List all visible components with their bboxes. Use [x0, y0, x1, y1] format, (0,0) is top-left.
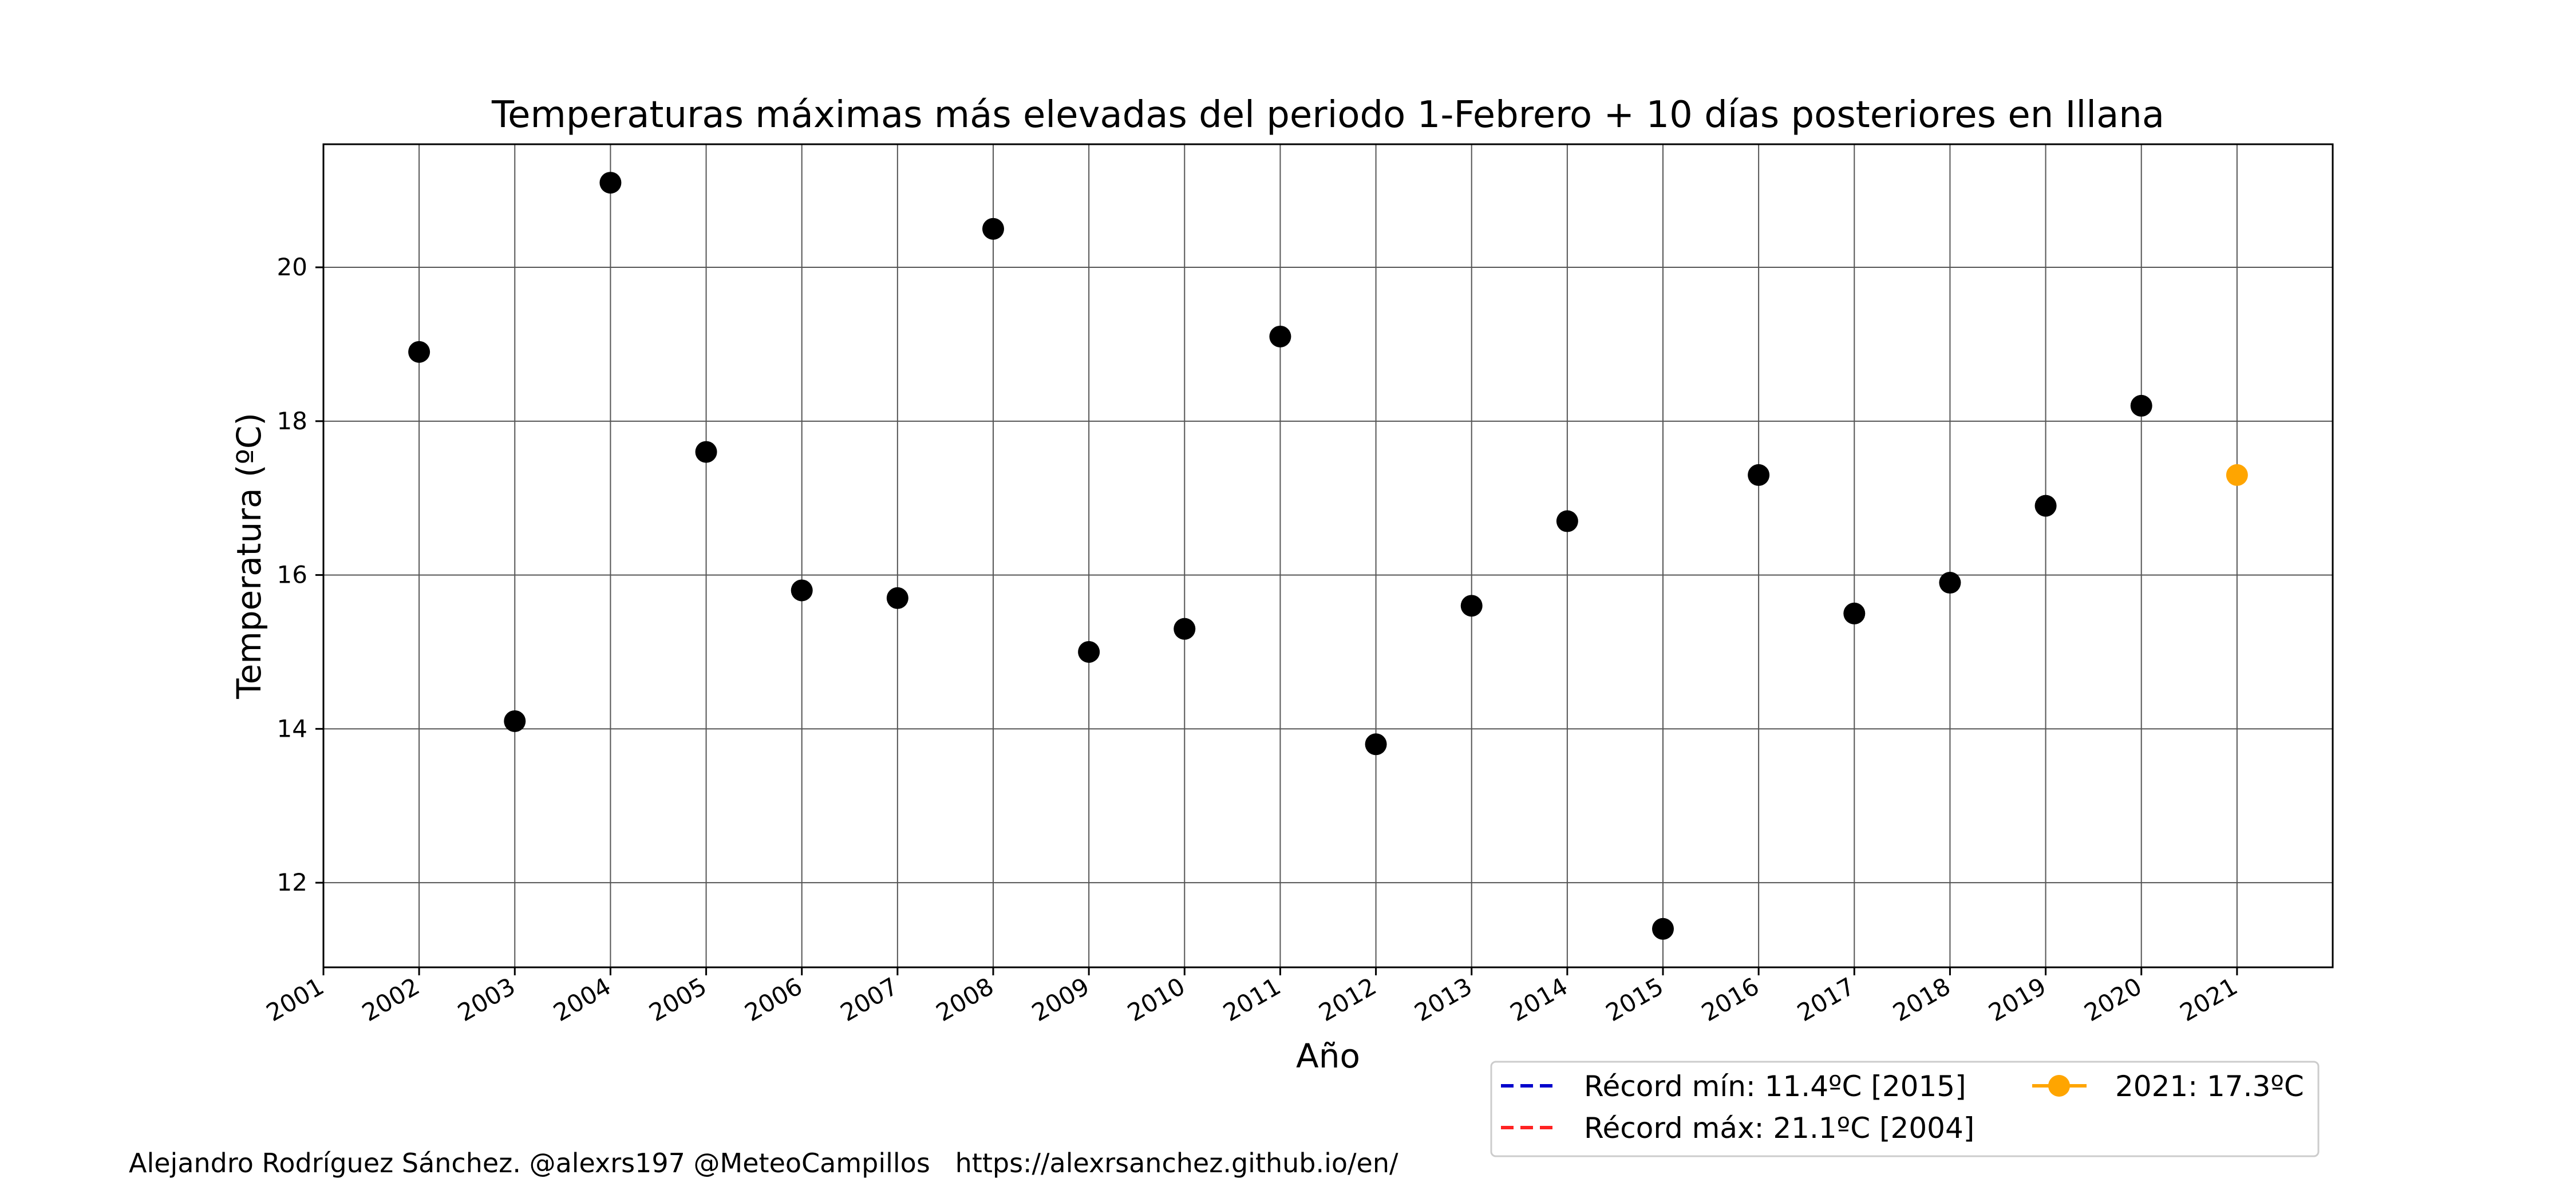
legend-marker	[2048, 1075, 2070, 1097]
x-tick-label: 2011	[1218, 972, 1285, 1027]
data-point	[1460, 595, 1483, 617]
x-tick-label: 2013	[1410, 972, 1477, 1027]
data-point	[599, 172, 622, 194]
x-tick-label: 2006	[740, 972, 807, 1027]
y-tick-label: 20	[277, 253, 307, 281]
x-tick-label: 2005	[645, 972, 712, 1027]
x-tick-label: 2001	[262, 972, 329, 1027]
x-tick-label: 2010	[1123, 972, 1190, 1027]
data-point	[504, 710, 526, 732]
data-point	[1939, 572, 1961, 594]
x-tick-label: 2020	[2080, 972, 2147, 1027]
x-tick-label: 2012	[1314, 972, 1381, 1027]
chart-title: Temperaturas máximas más elevadas del pe…	[491, 94, 2164, 136]
legend-entry: Récord mín: 11.4ºC [2015]	[1501, 1070, 1966, 1103]
data-point	[2034, 495, 2057, 517]
data-point	[1652, 918, 1674, 940]
data-point	[1174, 618, 1196, 640]
x-tick-label: 2009	[1027, 972, 1094, 1027]
data-point	[1365, 733, 1387, 756]
x-tick-label: 2008	[931, 972, 998, 1027]
y-axis-label: Temperatura (ºC)	[230, 413, 268, 699]
y-tick-label: 18	[277, 407, 307, 435]
data-point	[982, 218, 1004, 240]
footer-credit: Alejandro Rodríguez Sánchez. @alexrs197 …	[129, 1148, 1398, 1179]
x-tick-label: 2015	[1601, 972, 1668, 1027]
data-point	[408, 341, 430, 363]
x-tick-label: 2016	[1697, 972, 1764, 1027]
legend-label: 2021: 17.3ºC	[2115, 1070, 2304, 1103]
y-tick-label: 14	[277, 714, 307, 742]
legend-entry: Récord máx: 21.1ºC [2004]	[1501, 1112, 1974, 1145]
data-point	[886, 587, 908, 609]
x-tick-label: 2004	[548, 972, 615, 1027]
x-tick-label: 2007	[836, 972, 903, 1027]
data-point	[2130, 394, 2152, 417]
legend: Récord mín: 11.4ºC [2015] Récord máx: 21.…	[1490, 1061, 2320, 1157]
data-point	[1556, 510, 1578, 532]
data-point	[1078, 640, 1100, 663]
legend-label: Récord máx: 21.1ºC [2004]	[1584, 1112, 1974, 1145]
x-tick-label: 2003	[453, 972, 520, 1027]
data-point	[1748, 464, 1770, 486]
plot-frame	[322, 143, 2334, 968]
x-tick-label: 2002	[357, 972, 424, 1027]
x-tick-label: 2017	[1792, 972, 1859, 1027]
x-axis-label: Año	[1296, 1037, 1360, 1076]
data-point	[791, 579, 813, 602]
y-tick-label: 12	[277, 868, 307, 896]
y-axis-ticks: 12 14 16 18 20	[277, 253, 323, 896]
legend-entries: Récord mín: 11.4ºC [2015] Récord máx: 21.…	[1501, 1070, 2304, 1145]
x-tick-label: 2018	[1888, 972, 1955, 1027]
data-point	[1269, 325, 1291, 347]
x-tick-label: 2021	[2175, 972, 2242, 1027]
x-axis-ticks: 2001 2002 2003 2004 2005 2006 2007 2008 2009 2010…	[262, 967, 2242, 1027]
legend-entry: 2021: 17.3ºC	[2032, 1070, 2304, 1103]
x-tick-label: 2014	[1506, 972, 1573, 1027]
x-tick-label: 2019	[1984, 972, 2051, 1027]
data-point	[695, 441, 717, 463]
legend-label: Récord mín: 11.4ºC [2015]	[1584, 1070, 1966, 1103]
data-point-2021	[2226, 464, 2248, 486]
data-points	[408, 172, 2248, 940]
data-point	[1843, 602, 1866, 624]
y-tick-label: 16	[277, 561, 307, 589]
grid	[323, 144, 2333, 967]
legend-frame	[1490, 1061, 2320, 1157]
